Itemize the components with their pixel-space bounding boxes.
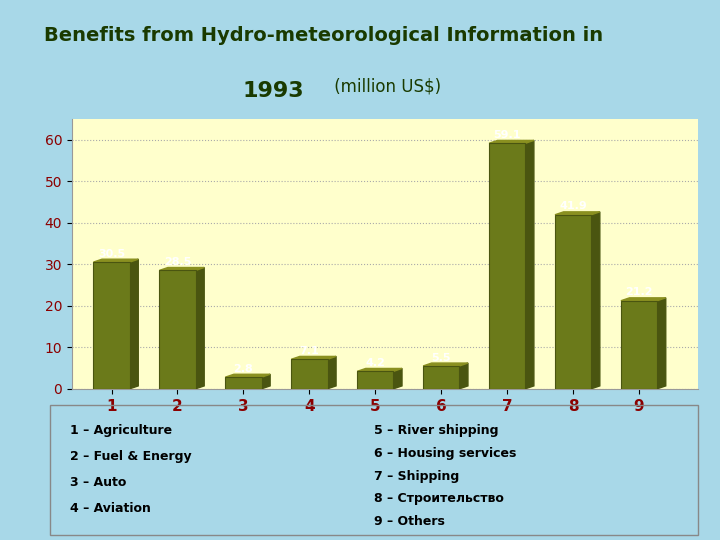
Bar xyxy=(621,301,657,389)
Bar xyxy=(423,366,459,389)
Text: 2 – Fuel & Energy: 2 – Fuel & Energy xyxy=(70,450,192,463)
Polygon shape xyxy=(459,363,468,389)
Polygon shape xyxy=(621,298,666,301)
Polygon shape xyxy=(94,259,138,262)
Text: 59.1: 59.1 xyxy=(493,130,521,140)
Polygon shape xyxy=(393,368,402,389)
Polygon shape xyxy=(591,212,600,389)
Polygon shape xyxy=(261,374,270,389)
Polygon shape xyxy=(489,140,534,143)
Bar xyxy=(489,143,526,389)
Text: 28.5: 28.5 xyxy=(164,257,192,267)
Polygon shape xyxy=(328,356,336,389)
Text: 30.5: 30.5 xyxy=(98,249,125,259)
Text: 4 – Aviation: 4 – Aviation xyxy=(70,502,150,515)
Polygon shape xyxy=(657,298,666,389)
Text: 8 – Строительство: 8 – Строительство xyxy=(374,492,504,505)
Text: 5.5: 5.5 xyxy=(431,353,451,363)
Text: 5 – River shipping: 5 – River shipping xyxy=(374,424,499,437)
Text: 41.9: 41.9 xyxy=(559,201,587,212)
Bar xyxy=(357,372,393,389)
Text: 7.1: 7.1 xyxy=(300,346,319,356)
Bar xyxy=(225,377,261,389)
Polygon shape xyxy=(130,259,138,389)
Text: 9 – Others: 9 – Others xyxy=(374,515,445,528)
Polygon shape xyxy=(159,267,204,271)
Text: 6 – Housing services: 6 – Housing services xyxy=(374,447,517,460)
Text: 21.2: 21.2 xyxy=(625,287,653,298)
Bar xyxy=(291,359,328,389)
Bar xyxy=(94,262,130,389)
Bar xyxy=(159,271,196,389)
Text: Benefits from Hydro-meteorological Information in: Benefits from Hydro-meteorological Infor… xyxy=(45,26,603,45)
Polygon shape xyxy=(526,140,534,389)
Text: 4.2: 4.2 xyxy=(365,358,385,368)
Text: (million US$): (million US$) xyxy=(329,77,441,95)
Text: 2.8: 2.8 xyxy=(233,364,253,374)
Polygon shape xyxy=(423,363,468,366)
Text: 3 – Auto: 3 – Auto xyxy=(70,476,126,489)
Text: 1 – Agriculture: 1 – Agriculture xyxy=(70,424,172,437)
Polygon shape xyxy=(291,356,336,359)
Text: 7 – Shipping: 7 – Shipping xyxy=(374,470,459,483)
Bar xyxy=(555,215,591,389)
Polygon shape xyxy=(225,374,270,377)
Text: 1993: 1993 xyxy=(243,81,305,101)
Polygon shape xyxy=(555,212,600,215)
Polygon shape xyxy=(196,267,204,389)
Polygon shape xyxy=(357,368,402,372)
